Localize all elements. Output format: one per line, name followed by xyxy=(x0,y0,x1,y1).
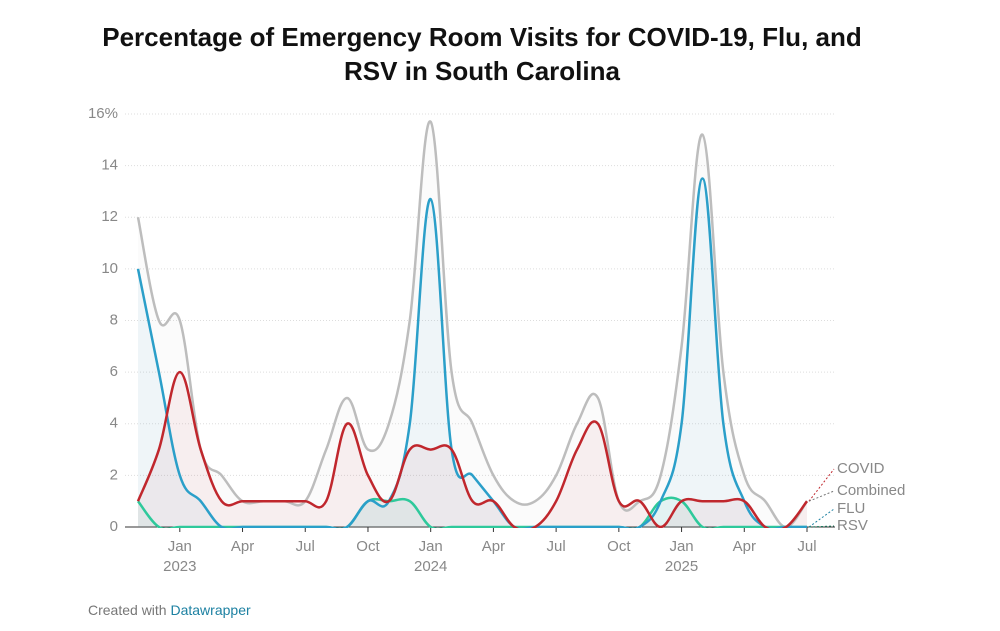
y-tick-label: 14 xyxy=(101,157,118,174)
y-tick-label: 0 xyxy=(110,518,118,535)
x-year-label: 2023 xyxy=(163,558,196,575)
legend-leader xyxy=(808,508,835,528)
x-year-label: 2024 xyxy=(414,558,447,575)
series-area xyxy=(138,372,807,528)
y-tick-label: 8 xyxy=(110,311,118,328)
legend-leader xyxy=(808,490,835,502)
legend-label: Combined xyxy=(837,482,905,499)
x-tick-label: Jan xyxy=(419,538,443,555)
x-tick-label: Oct xyxy=(356,538,380,555)
series-line xyxy=(136,120,809,528)
plot-area xyxy=(136,120,809,528)
x-tick-label: Jan xyxy=(168,538,192,555)
y-tick-label: 10 xyxy=(101,260,118,277)
x-year-label: 2025 xyxy=(665,558,698,575)
legend-leader xyxy=(808,525,835,528)
legend-label: FLU xyxy=(837,500,865,517)
legend-label: RSV xyxy=(837,517,868,534)
series-area xyxy=(138,121,807,527)
series-line xyxy=(136,177,807,528)
x-tick-label: Jul xyxy=(797,538,816,555)
series-line xyxy=(136,370,808,528)
x-tick-label: Apr xyxy=(231,538,254,555)
x-tick-label: Jul xyxy=(296,538,315,555)
x-tick-label: Jan xyxy=(669,538,693,555)
x-tick-label: Oct xyxy=(607,538,631,555)
y-tick-label: 6 xyxy=(110,363,118,380)
y-tick-label: 2 xyxy=(110,466,118,483)
y-tick-label: 16% xyxy=(88,105,118,122)
footer-link[interactable]: Datawrapper xyxy=(170,602,251,618)
footer: Created with Datawrapper xyxy=(88,602,251,618)
y-tick-label: 12 xyxy=(101,208,118,225)
legend-label: COVID xyxy=(837,460,885,477)
chart-title: Percentage of Emergency Room Visits for … xyxy=(102,22,862,86)
footer-text: Created with xyxy=(88,602,167,618)
x-tick-label: Apr xyxy=(482,538,505,555)
x-tick-label: Apr xyxy=(733,538,756,555)
x-tick-label: Jul xyxy=(547,538,566,555)
legend-leader xyxy=(808,468,835,502)
y-tick-label: 4 xyxy=(110,415,118,432)
